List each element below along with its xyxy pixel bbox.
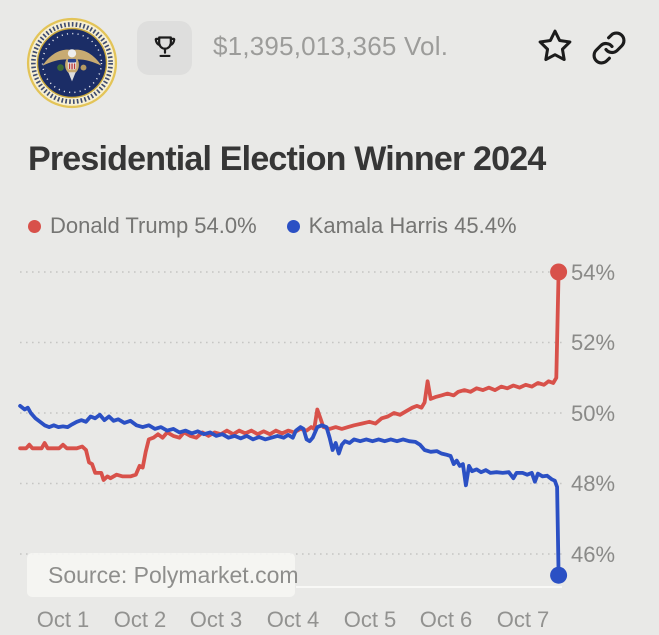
legend-item-harris: Kamala Harris 45.4%: [286, 213, 517, 239]
page-title: Presidential Election Winner 2024: [28, 140, 546, 178]
volume-text: $1,395,013,365 Vol.: [213, 31, 449, 61]
source-label: Source: Polymarket.com: [48, 561, 299, 588]
x-tick-label-oct1: Oct 1: [36, 607, 90, 632]
chart-legend: Donald Trump 54.0% Kamala Harris 45.4%: [28, 213, 517, 239]
x-tick-label-oct2: Oct 2: [113, 607, 167, 632]
star-icon: [536, 27, 574, 65]
y-tick-label-54: 54%: [571, 260, 616, 285]
share-link-button[interactable]: [588, 27, 630, 69]
trump-series-dot: [28, 219, 41, 233]
legend-item-trump: Donald Trump 54.0%: [28, 213, 257, 239]
link-icon: [591, 30, 627, 66]
y-tick-label-50: 50%: [571, 401, 616, 426]
x-tick-label-oct4: Oct 4: [266, 607, 320, 632]
chart-hover-area[interactable]: [20, 255, 562, 585]
trophy-icon: [151, 34, 179, 62]
x-tick-label-oct5: Oct 5: [343, 607, 397, 632]
trump-legend-label: Donald Trump 54.0%: [50, 213, 257, 238]
y-tick-label-52: 52%: [571, 330, 616, 355]
harris-legend-label: Kamala Harris 45.4%: [308, 213, 517, 238]
presidential-seal-logo: [26, 17, 118, 109]
favorite-button[interactable]: [534, 25, 576, 67]
trophy-button[interactable]: [137, 21, 192, 75]
y-tick-label-46: 46%: [571, 542, 616, 567]
x-tick-label-oct6: Oct 6: [419, 607, 473, 632]
x-tick-label-oct3: Oct 3: [189, 607, 243, 632]
y-tick-label-48: 48%: [571, 471, 616, 496]
watermark-baseline: [296, 586, 562, 588]
x-tick-label-oct7: Oct 7: [496, 607, 550, 632]
harris-series-dot: [286, 219, 300, 233]
source-watermark: Source: Polymarket.com: [27, 553, 299, 597]
